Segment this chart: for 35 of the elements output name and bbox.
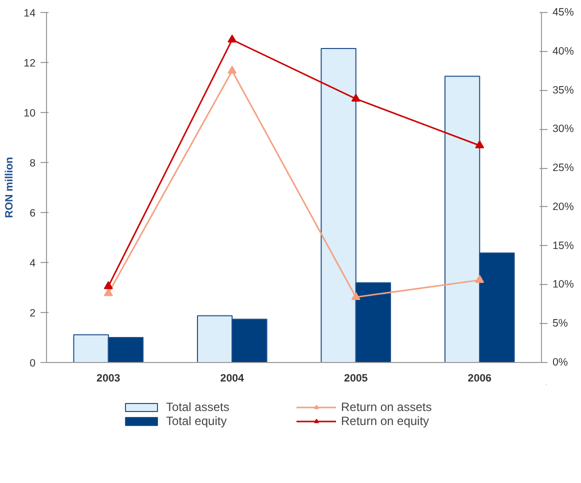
x-tick-label: 2003 [96,372,120,384]
point [475,274,484,283]
legend-label: Total equity [166,414,228,428]
point [104,288,113,296]
y2-tick-label: 10% [552,278,574,291]
point [351,94,360,102]
point [351,292,360,300]
point [228,66,237,74]
y2-tick-label: 40% [552,45,574,58]
y2-tick-label: 20% [552,200,574,213]
y-tick-label: 12 [24,58,36,70]
y2-tick-label: 30% [552,123,574,136]
point [475,140,484,148]
y2-tick-label: 15% [552,240,574,252]
y-tick-label: 2 [30,308,36,320]
x-tick-label: 2004 [220,372,244,384]
x-tick-label: 2006 [468,372,492,384]
y2-tick-label: 0% [552,356,568,368]
y2-tick-label: 5% [552,318,568,330]
x-tick-label: 2005 [344,372,368,384]
y-tick-label: 6 [30,208,36,220]
legend-label: Return on assets [341,400,433,414]
legend-label: Total assets [166,400,230,414]
point [228,34,237,43]
y-tick-label: 4 [30,258,36,270]
y2-tick-label: 25% [552,162,574,174]
y2-tick-label: 45% [552,6,574,18]
y-tick-label: 14 [24,8,36,20]
y-axis-title: RON million [4,157,16,218]
point [104,281,113,290]
legend-label: Return on equity [341,414,430,428]
y-tick-label: 10 [24,108,36,120]
y-tick-label: 0 [30,358,36,370]
y2-tick-label: 35% [552,84,574,96]
y-tick-label: 8 [30,158,36,170]
